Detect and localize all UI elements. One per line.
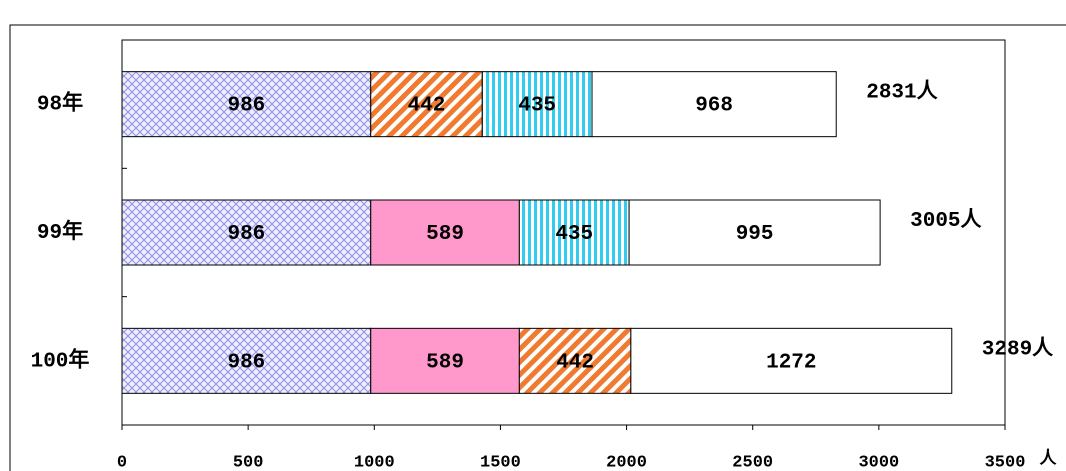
category-label: 99年	[37, 219, 83, 245]
bar-segment	[518, 199, 630, 266]
bar-segment	[370, 71, 483, 138]
x-tick-label: 1000	[354, 453, 395, 471]
segment-label: 589	[426, 223, 464, 246]
x-tick-label: 3500	[985, 453, 1026, 471]
x-axis-unit: 人	[1040, 448, 1058, 469]
bar-segment	[518, 327, 632, 394]
segment-label: 1272	[766, 351, 816, 374]
segment-label: 442	[556, 351, 594, 374]
bar-segment	[370, 327, 520, 394]
bar-segment	[121, 327, 372, 394]
bar-segment	[630, 327, 953, 394]
x-tick-label: 500	[233, 453, 264, 471]
x-tick-label: 2000	[606, 453, 647, 471]
bar-segment	[481, 71, 593, 138]
total-label: 2831人	[866, 80, 937, 105]
bar-segment	[628, 199, 881, 266]
segment-label: 442	[408, 95, 446, 118]
total-label: 3289人	[982, 336, 1053, 361]
bar-segment	[121, 199, 372, 266]
bar-segment	[370, 199, 520, 266]
segment-label: 995	[736, 223, 774, 246]
frame	[9, 24, 1066, 471]
segment-label: 986	[227, 223, 265, 246]
segment-label: 435	[555, 223, 593, 246]
segment-label: 986	[227, 351, 265, 374]
bar-segment	[591, 71, 837, 138]
bar-segment	[121, 71, 372, 138]
segment-label: 435	[518, 95, 556, 118]
segment-label: 968	[695, 95, 733, 118]
x-tick-label: 2500	[732, 453, 773, 471]
x-tick-label: 3000	[858, 453, 899, 471]
segment-label: 986	[227, 95, 265, 118]
x-tick-label: 1500	[480, 453, 521, 471]
total-label: 3005人	[910, 208, 981, 233]
category-label: 98年	[37, 91, 83, 117]
x-tick-label: 0	[117, 453, 127, 471]
segment-label: 589	[426, 351, 464, 374]
category-label: 100年	[31, 347, 90, 373]
